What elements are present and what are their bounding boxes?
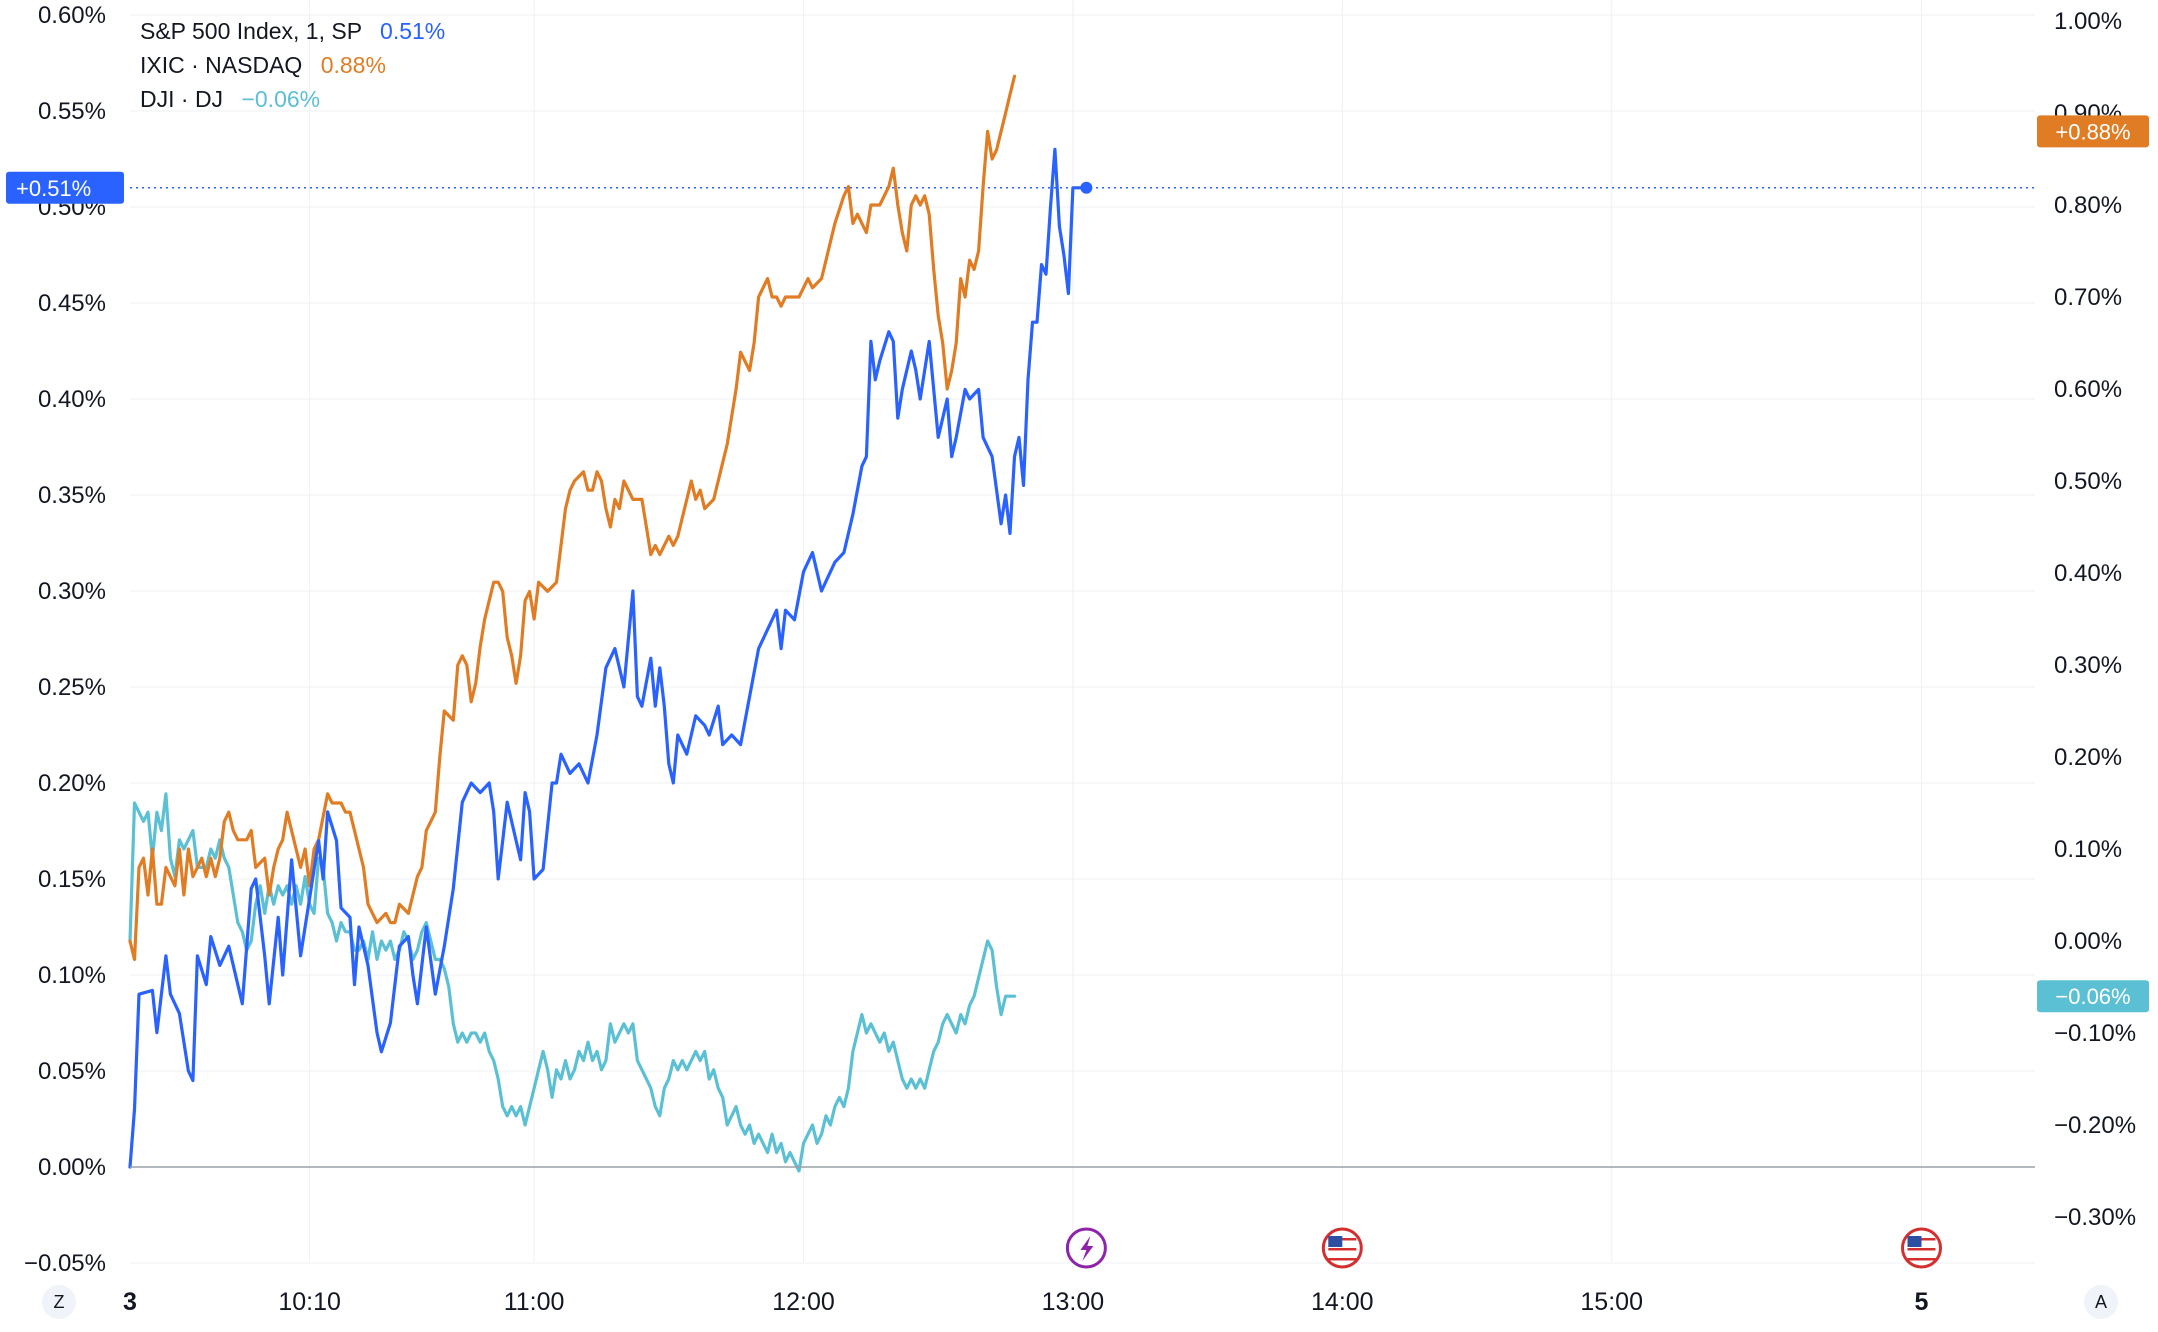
series-line-ixic xyxy=(128,74,1017,961)
badge-dji-bg xyxy=(2037,980,2149,1013)
left-tick-minus-0-05: −0.05% xyxy=(24,1250,106,1277)
left-tick-0-05: 0.05% xyxy=(38,1058,106,1085)
badge-ixic-text: +0.88% xyxy=(2055,119,2130,144)
left-tick-0-15: 0.15% xyxy=(38,866,106,893)
legend-value-ixic: 0.88% xyxy=(320,52,386,78)
flag-canton xyxy=(1907,1236,1922,1247)
right-tick-0-40: 0.40% xyxy=(2054,560,2122,587)
left-tick-0-20: 0.20% xyxy=(38,770,106,797)
right-tick-0-70: 0.70% xyxy=(2054,284,2122,311)
right-tick-0-60: 0.60% xyxy=(2054,376,2122,403)
flag-canton xyxy=(1328,1236,1343,1247)
flag-stripe xyxy=(1907,1248,1936,1251)
x-tick-3: 3 xyxy=(123,1288,137,1316)
right-tick-0-80: 0.80% xyxy=(2054,192,2122,219)
price-badges: +0.51% +0.88% −0.06% xyxy=(6,115,2149,1013)
lightning-icon xyxy=(1080,1236,1094,1261)
left-tick-0-60: 0.60% xyxy=(38,2,106,29)
x-tick-13-00: 13:00 xyxy=(1042,1288,1105,1316)
legend-value-dji: −0.06% xyxy=(241,86,321,112)
legend-row-ixic[interactable]: IXIC · NASDAQ 0.88% xyxy=(140,48,445,82)
x-tick-14-00: 14:00 xyxy=(1311,1288,1374,1316)
left-tick-0-10: 0.10% xyxy=(38,962,106,989)
flag-stripe xyxy=(1907,1258,1936,1261)
right-tick-minus-0-30: −0.30% xyxy=(2054,1204,2136,1231)
badge-dji-text: −0.06% xyxy=(2055,984,2130,1009)
series-line-s-p-500-index xyxy=(128,147,1088,1169)
left-axis-ticks: 0.60%0.55%0.50%0.45%0.40%0.35%0.30%0.25%… xyxy=(24,2,106,1277)
x-tick-11-00: 11:00 xyxy=(504,1288,565,1316)
flag-stripe xyxy=(1328,1258,1357,1261)
badge-sp500-bg xyxy=(6,171,124,204)
right-tick-0-30: 0.30% xyxy=(2054,652,2122,679)
event-markers[interactable] xyxy=(1065,1227,1943,1269)
right-tick-0-50: 0.50% xyxy=(2054,468,2122,495)
legend-name-ixic: IXIC · NASDAQ xyxy=(140,52,303,78)
flag-stripe xyxy=(1907,1253,1936,1256)
left-tick-0-45: 0.45% xyxy=(38,290,106,317)
x-tick-10-10: 10:10 xyxy=(278,1288,341,1316)
right-tick-minus-0-10: −0.10% xyxy=(2054,1020,2136,1047)
legend: S&P 500 Index, 1, SP 0.51% IXIC · NASDAQ… xyxy=(140,14,445,116)
x-tick-12-00: 12:00 xyxy=(772,1288,835,1316)
right-tick-minus-0-20: −0.20% xyxy=(2054,1112,2136,1139)
left-tick-0-30: 0.30% xyxy=(38,578,106,605)
left-tick-0-35: 0.35% xyxy=(38,482,106,509)
right-axis-ticks: 1.00%0.90%0.80%0.70%0.60%0.50%0.40%0.30%… xyxy=(2054,8,2136,1231)
x-tick-5: 5 xyxy=(1915,1288,1929,1316)
left-tick-0-40: 0.40% xyxy=(38,386,106,413)
right-tick-1-00: 1.00% xyxy=(2054,8,2122,35)
flag-stripe xyxy=(1328,1253,1357,1256)
right-tick-0-10: 0.10% xyxy=(2054,836,2122,863)
left-tick-0-00: 0.00% xyxy=(38,1154,106,1181)
badge-sp500-text: +0.51% xyxy=(16,176,91,201)
flag-stripe xyxy=(1328,1248,1357,1251)
series-line-dji xyxy=(128,792,1017,1173)
legend-row-dji[interactable]: DJI · DJ −0.06% xyxy=(140,82,445,116)
legend-name-sp500: S&P 500 Index, 1, SP xyxy=(140,18,362,44)
left-tick-0-25: 0.25% xyxy=(38,674,106,701)
legend-name-dji: DJI · DJ xyxy=(140,86,224,112)
series-lines[interactable] xyxy=(128,74,1093,1173)
x-axis-ticks: 3 10:10 11:00 12:00 13:00 14:00 15:00 5 xyxy=(123,1288,1929,1316)
right-tick-0-20: 0.20% xyxy=(2054,744,2122,771)
right-tick-0-00: 0.00% xyxy=(2054,928,2122,955)
left-tick-0-55: 0.55% xyxy=(38,98,106,125)
auto-scale-button[interactable]: A xyxy=(2084,1285,2118,1319)
legend-value-sp500: 0.51% xyxy=(380,18,446,44)
sp500-last-point xyxy=(1080,181,1093,194)
legend-row-sp500[interactable]: S&P 500 Index, 1, SP 0.51% xyxy=(140,14,445,48)
x-tick-15-00: 15:00 xyxy=(1580,1288,1643,1316)
timezone-button[interactable]: Z xyxy=(42,1285,76,1319)
badge-ixic-bg xyxy=(2037,115,2149,148)
